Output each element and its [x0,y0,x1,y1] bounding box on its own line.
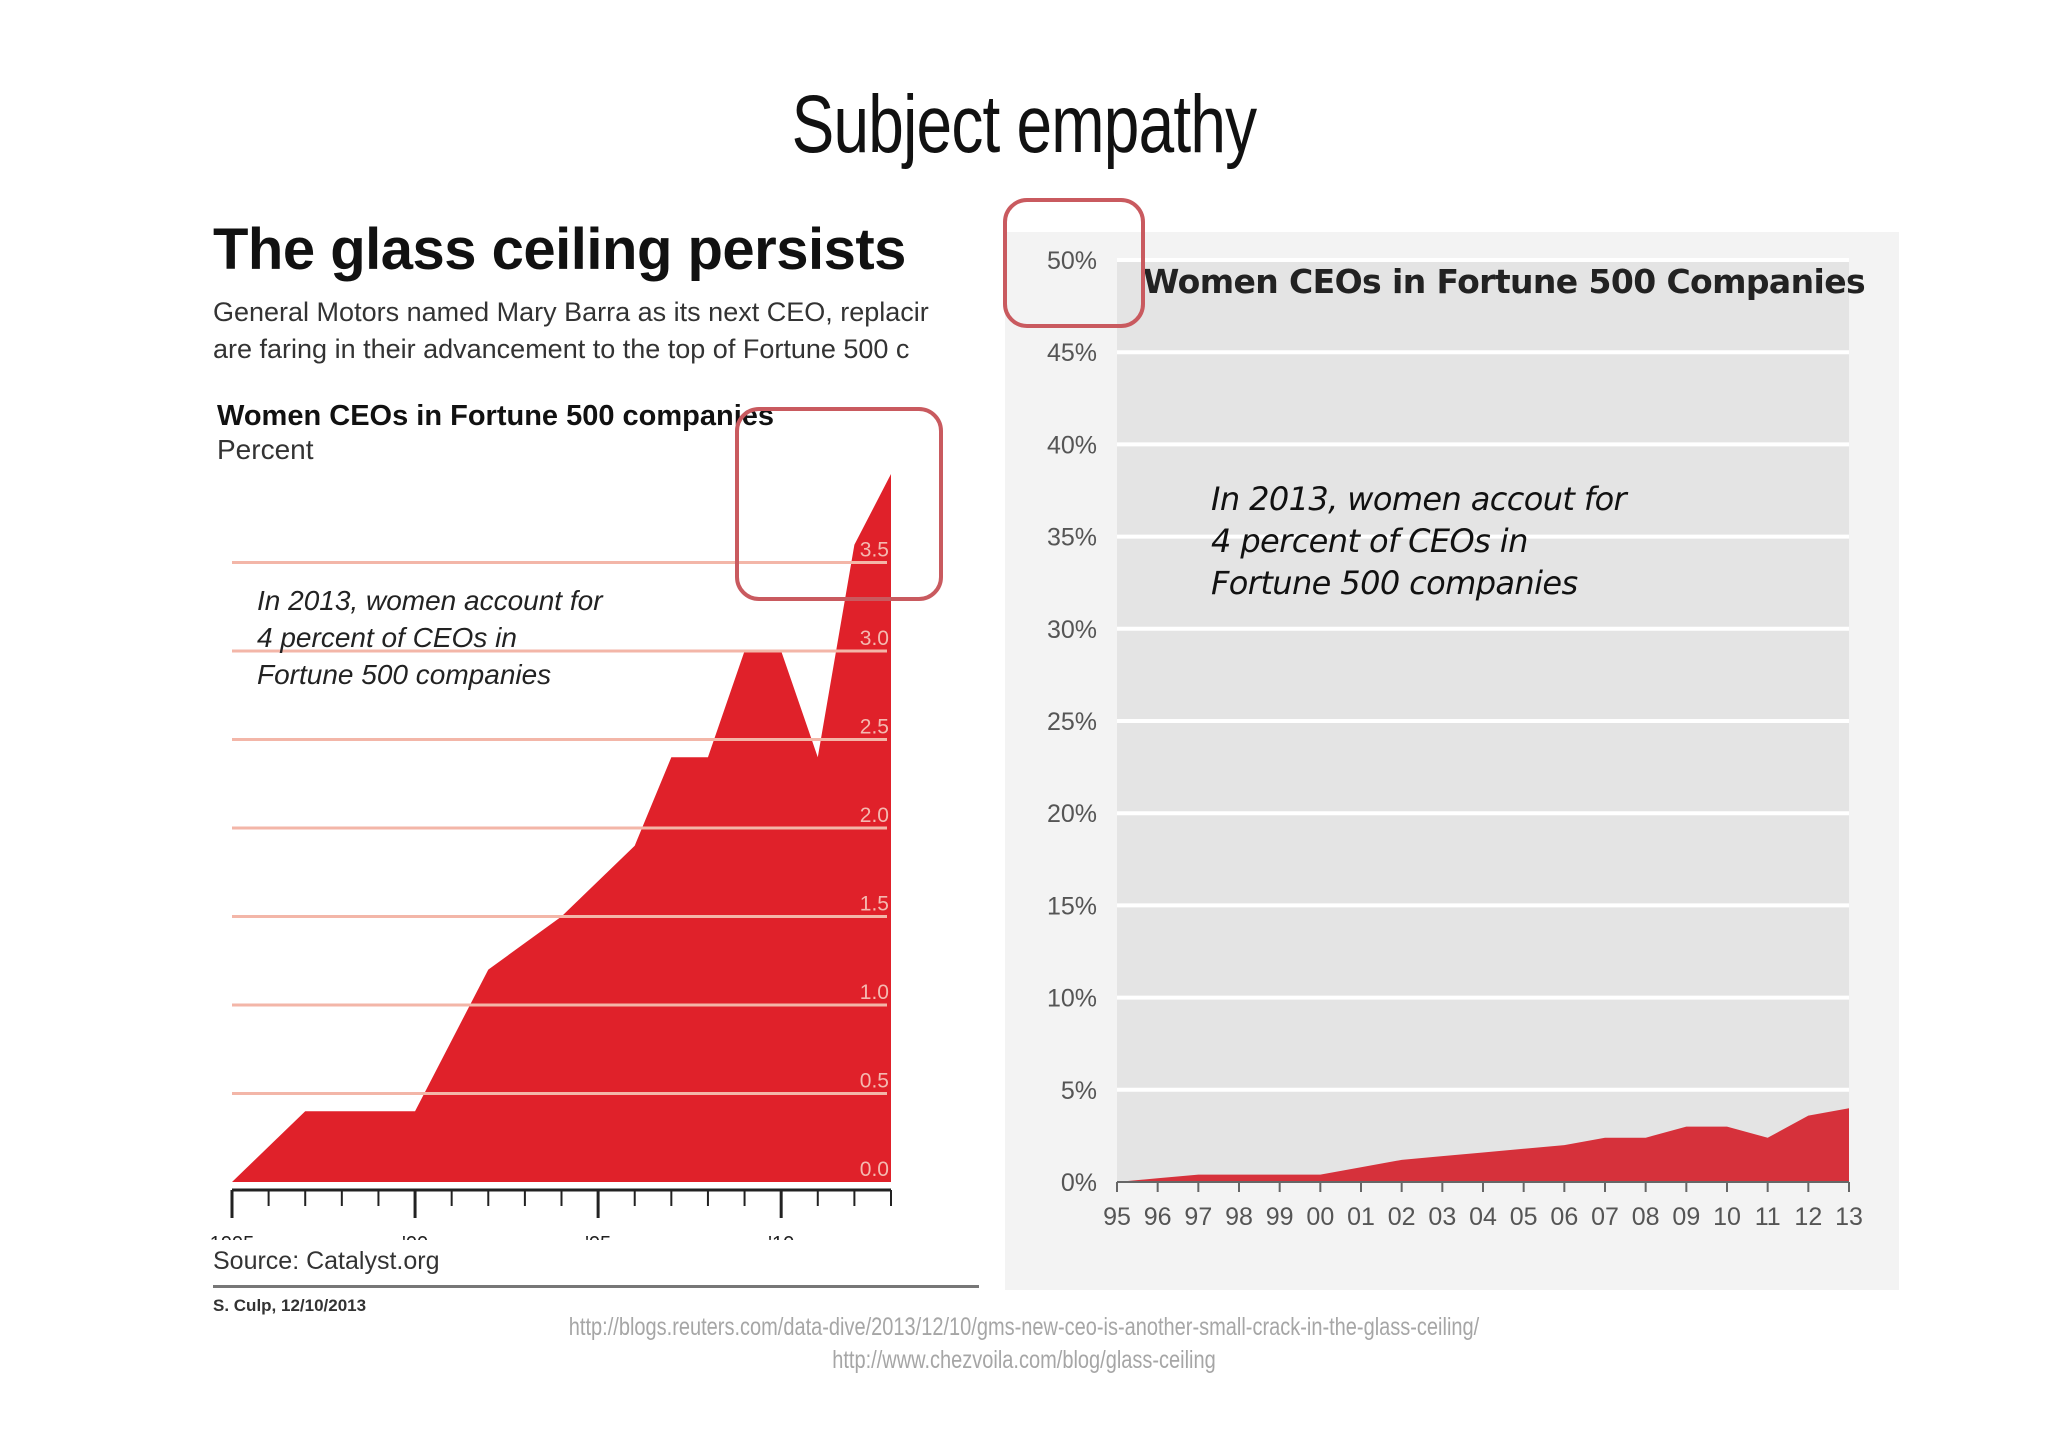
right-x-tick-label: 95 [1103,1203,1131,1231]
right-y-tick-label: 20% [1047,800,1097,828]
right-area-series [1117,1108,1849,1182]
right-annotation-line-1: In 2013, women accout for [1211,480,1627,518]
right-x-tick-label: 99 [1266,1203,1294,1231]
right-y-tick-label: 30% [1047,616,1097,644]
right-chart-title: Women CEOs in Fortune 500 Companies [1143,262,1866,301]
right-y-tick-label: 45% [1047,339,1097,367]
left-y-tick-label: 0.5 [860,1070,889,1093]
right-y-tick-label: 10% [1047,985,1097,1013]
left-chart-panel: The glass ceiling persists General Motor… [205,210,979,1330]
left-x-tick-label: '00 [402,1233,428,1240]
left-chart-annotation: In 2013, women account for 4 percent of … [257,582,603,693]
left-chart-title: Women CEOs in Fortune 500 companies [217,400,775,432]
right-chart-annotation: In 2013, women accout for 4 percent of C… [1211,478,1627,604]
left-y-tick-label: 2.5 [860,716,889,739]
left-annotation-line-3: Fortune 500 companies [257,659,552,690]
right-x-tick-label: 09 [1672,1203,1700,1231]
left-chart-rule [213,1285,979,1288]
left-chart-subtitle: General Motors named Mary Barra as its n… [213,294,979,368]
left-subtitle-line-1: General Motors named Mary Barra as its n… [213,297,929,327]
highlight-box-left-axis-top [735,407,943,601]
right-x-tick-label: 08 [1632,1203,1660,1231]
slide-title: Subject empathy [791,79,1258,170]
left-x-tick-label: '10 [768,1233,794,1240]
right-y-tick-label: 15% [1047,892,1097,920]
left-area-chart: 0.0 0.5 1.0 1.5 2.0 2.5 3.0 3.5 1995 '00 '05 '10 [210,474,892,1240]
right-x-tick-label: 13 [1835,1203,1863,1231]
footer-link-1[interactable]: http://blogs.reuters.com/data-dive/2013/… [568,1313,1480,1341]
right-x-tick-label: 04 [1469,1203,1497,1231]
right-x-tick-label: 03 [1428,1203,1456,1231]
left-annotation-line-1: In 2013, women account for [257,585,603,616]
right-annotation-line-2: 4 percent of CEOs in [1211,522,1528,560]
left-annotation-line-2: 4 percent of CEOs in [257,622,517,653]
footer-link-2[interactable]: http://www.chezvoila.com/blog/glass-ceil… [832,1346,1216,1374]
right-x-tick-label: 07 [1591,1203,1619,1231]
right-x-tick-label: 02 [1388,1203,1416,1231]
right-x-tick-label: 01 [1347,1203,1375,1231]
left-y-tick-label: 3.5 [860,539,889,562]
right-x-tick-label: 05 [1510,1203,1538,1231]
right-area-chart: 0% 5% 10% 15% 20% 25% 30% 35% 40% 45% 50% 95 96 97 98 9… [1047,247,1863,1231]
left-chart-unit: Percent [217,434,314,465]
right-x-tick-label: 06 [1550,1203,1578,1231]
right-x-tick-label: 98 [1225,1203,1253,1231]
right-chart-panel: 0% 5% 10% 15% 20% 25% 30% 35% 40% 45% 50% 95 96 97 98 9… [1005,232,1899,1290]
right-y-tick-label: 5% [1061,1077,1097,1105]
right-y-tick-label: 40% [1047,431,1097,459]
footer-source-links: http://blogs.reuters.com/data-dive/2013/… [0,1311,2048,1377]
right-x-tick-label: 10 [1713,1203,1741,1231]
left-chart-credit: S. Culp, 12/10/2013 [213,1296,367,1315]
left-chart-source: Source: Catalyst.org [213,1247,440,1275]
left-x-tick-label: 1995 [210,1233,255,1240]
right-x-tick-label: 00 [1306,1203,1334,1231]
highlight-box-right-axis-top [1003,198,1145,328]
right-y-tick-label: 25% [1047,708,1097,736]
left-chart-heading: The glass ceiling persists [213,217,906,282]
right-x-tick-label: 12 [1794,1203,1822,1231]
left-y-tick-label: 2.0 [860,804,889,827]
right-y-tick-label: 0% [1061,1169,1097,1197]
right-x-tick-label: 11 [1755,1203,1781,1231]
left-y-tick-label: 1.5 [860,893,889,916]
right-annotation-line-3: Fortune 500 companies [1211,564,1578,602]
left-y-tick-label: 3.0 [860,627,889,650]
left-y-tick-label: 1.0 [860,981,889,1004]
left-x-tick-label: '05 [585,1233,611,1240]
right-y-tick-label: 50% [1047,247,1097,275]
right-x-tick-label: 96 [1144,1203,1172,1231]
right-x-tick-label: 97 [1184,1203,1212,1231]
left-y-tick-label: 0.0 [860,1158,889,1181]
right-y-tick-label: 35% [1047,524,1097,552]
left-subtitle-line-2: are faring in their advancement to the t… [213,334,910,364]
